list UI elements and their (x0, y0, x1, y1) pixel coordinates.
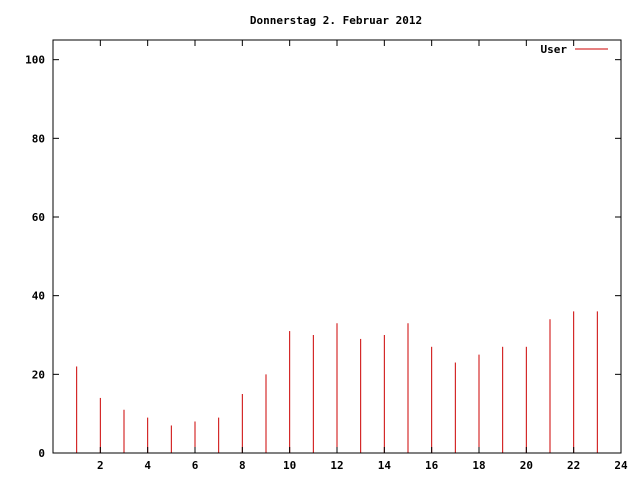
x-tick-label: 22 (567, 459, 580, 472)
x-tick-label: 24 (614, 459, 628, 472)
x-tick-label: 12 (330, 459, 343, 472)
bar-group (52, 311, 622, 453)
y-tick-label: 80 (32, 132, 45, 145)
x-tick-label: 18 (472, 459, 485, 472)
y-tick-label: 40 (32, 290, 45, 303)
x-tick-label: 14 (378, 459, 392, 472)
x-tick-label: 10 (283, 459, 296, 472)
x-axis: 2 4 6 8 10 12 14 16 18 20 22 24 (97, 40, 628, 472)
chart-title: Donnerstag 2. Februar 2012 (250, 14, 422, 27)
x-tick-label: 6 (192, 459, 199, 472)
x-tick-label: 8 (239, 459, 246, 472)
y-tick-label: 60 (32, 211, 45, 224)
x-tick-label: 16 (425, 459, 439, 472)
legend-label-user: User (541, 43, 568, 56)
y-axis: 0 20 40 60 80 100 (25, 54, 621, 460)
y-tick-label: 20 (32, 368, 45, 381)
x-tick-label: 20 (520, 459, 533, 472)
y-tick-label: 0 (38, 447, 45, 460)
x-tick-label: 4 (144, 459, 151, 472)
legend: User (541, 43, 608, 56)
x-tick-label: 2 (97, 459, 104, 472)
y-tick-label: 100 (25, 54, 45, 67)
